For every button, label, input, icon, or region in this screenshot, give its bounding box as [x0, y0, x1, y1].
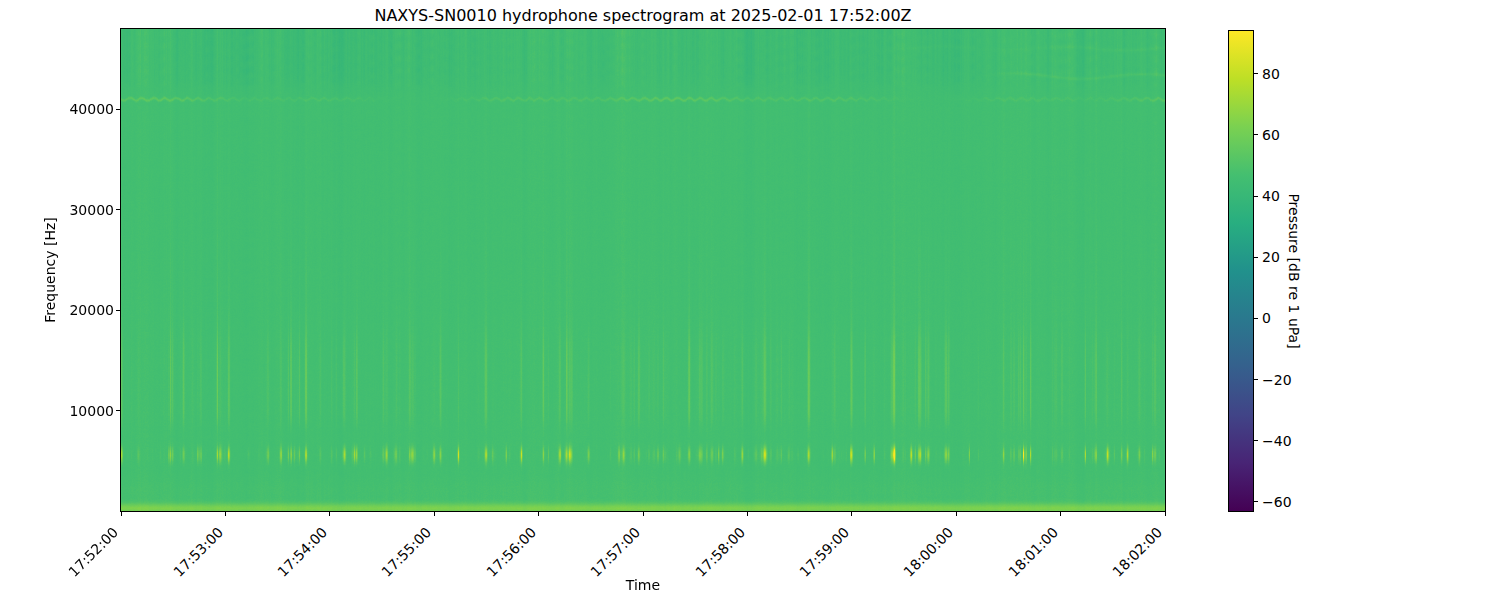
y-tick-mark: [116, 109, 120, 110]
x-tick-label: 18:01:00: [1005, 524, 1061, 580]
x-tick-mark: [434, 512, 435, 516]
x-tick-label: 17:57:00: [588, 524, 644, 580]
colorbar: [1228, 30, 1254, 512]
colorbar-tick-mark: [1254, 257, 1258, 258]
colorbar-tick-label: −60: [1262, 494, 1292, 510]
chart-title: NAXYS-SN0010 hydrophone spectrogram at 2…: [121, 6, 1165, 26]
colorbar-label: Pressure [dB re 1 uPa]: [1284, 121, 1302, 421]
y-tick-mark: [116, 410, 120, 411]
x-tick-mark: [225, 512, 226, 516]
x-tick-label: 17:58:00: [692, 524, 748, 580]
x-tick-mark: [956, 512, 957, 516]
x-tick-mark: [747, 512, 748, 516]
colorbar-tick-mark: [1254, 134, 1258, 135]
x-tick-label: 17:53:00: [170, 524, 226, 580]
y-tick-label: 10000: [38, 403, 114, 419]
x-tick-mark: [643, 512, 644, 516]
x-tick-mark: [1165, 512, 1166, 516]
colorbar-tick-mark: [1254, 379, 1258, 380]
x-tick-mark: [851, 512, 852, 516]
x-tick-mark: [121, 512, 122, 516]
figure: NAXYS-SN0010 hydrophone spectrogram at 2…: [0, 0, 1500, 600]
colorbar-tick-mark: [1254, 501, 1258, 502]
plot-area: [120, 28, 1166, 512]
x-tick-mark: [329, 512, 330, 516]
x-tick-label: 18:00:00: [901, 524, 957, 580]
colorbar-tick-label: 0: [1262, 310, 1271, 326]
x-tick-label: 17:59:00: [796, 524, 852, 580]
y-tick-label: 40000: [38, 101, 114, 117]
colorbar-tick-label: 20: [1262, 249, 1280, 265]
x-tick-mark: [1060, 512, 1061, 516]
x-tick-label: 17:52:00: [66, 524, 122, 580]
colorbar-tick-label: −40: [1262, 433, 1292, 449]
colorbar-tick-mark: [1254, 73, 1258, 74]
x-tick-label: 17:55:00: [379, 524, 435, 580]
colorbar-tick-label: 60: [1262, 127, 1280, 143]
colorbar-tick-mark: [1254, 440, 1258, 441]
x-tick-mark: [538, 512, 539, 516]
colorbar-tick-mark: [1254, 196, 1258, 197]
x-tick-label: 17:54:00: [274, 524, 330, 580]
x-tick-label: 17:56:00: [483, 524, 539, 580]
colorbar-tick-label: 40: [1262, 188, 1280, 204]
y-axis-label: Frequency [Hz]: [42, 170, 60, 370]
x-tick-label: 18:02:00: [1110, 524, 1166, 580]
colorbar-tick-mark: [1254, 318, 1258, 319]
x-axis-label: Time: [121, 577, 1165, 593]
spectrogram-heatmap: [121, 29, 1165, 511]
y-tick-mark: [116, 310, 120, 311]
y-tick-mark: [116, 209, 120, 210]
colorbar-tick-label: 80: [1262, 66, 1280, 82]
